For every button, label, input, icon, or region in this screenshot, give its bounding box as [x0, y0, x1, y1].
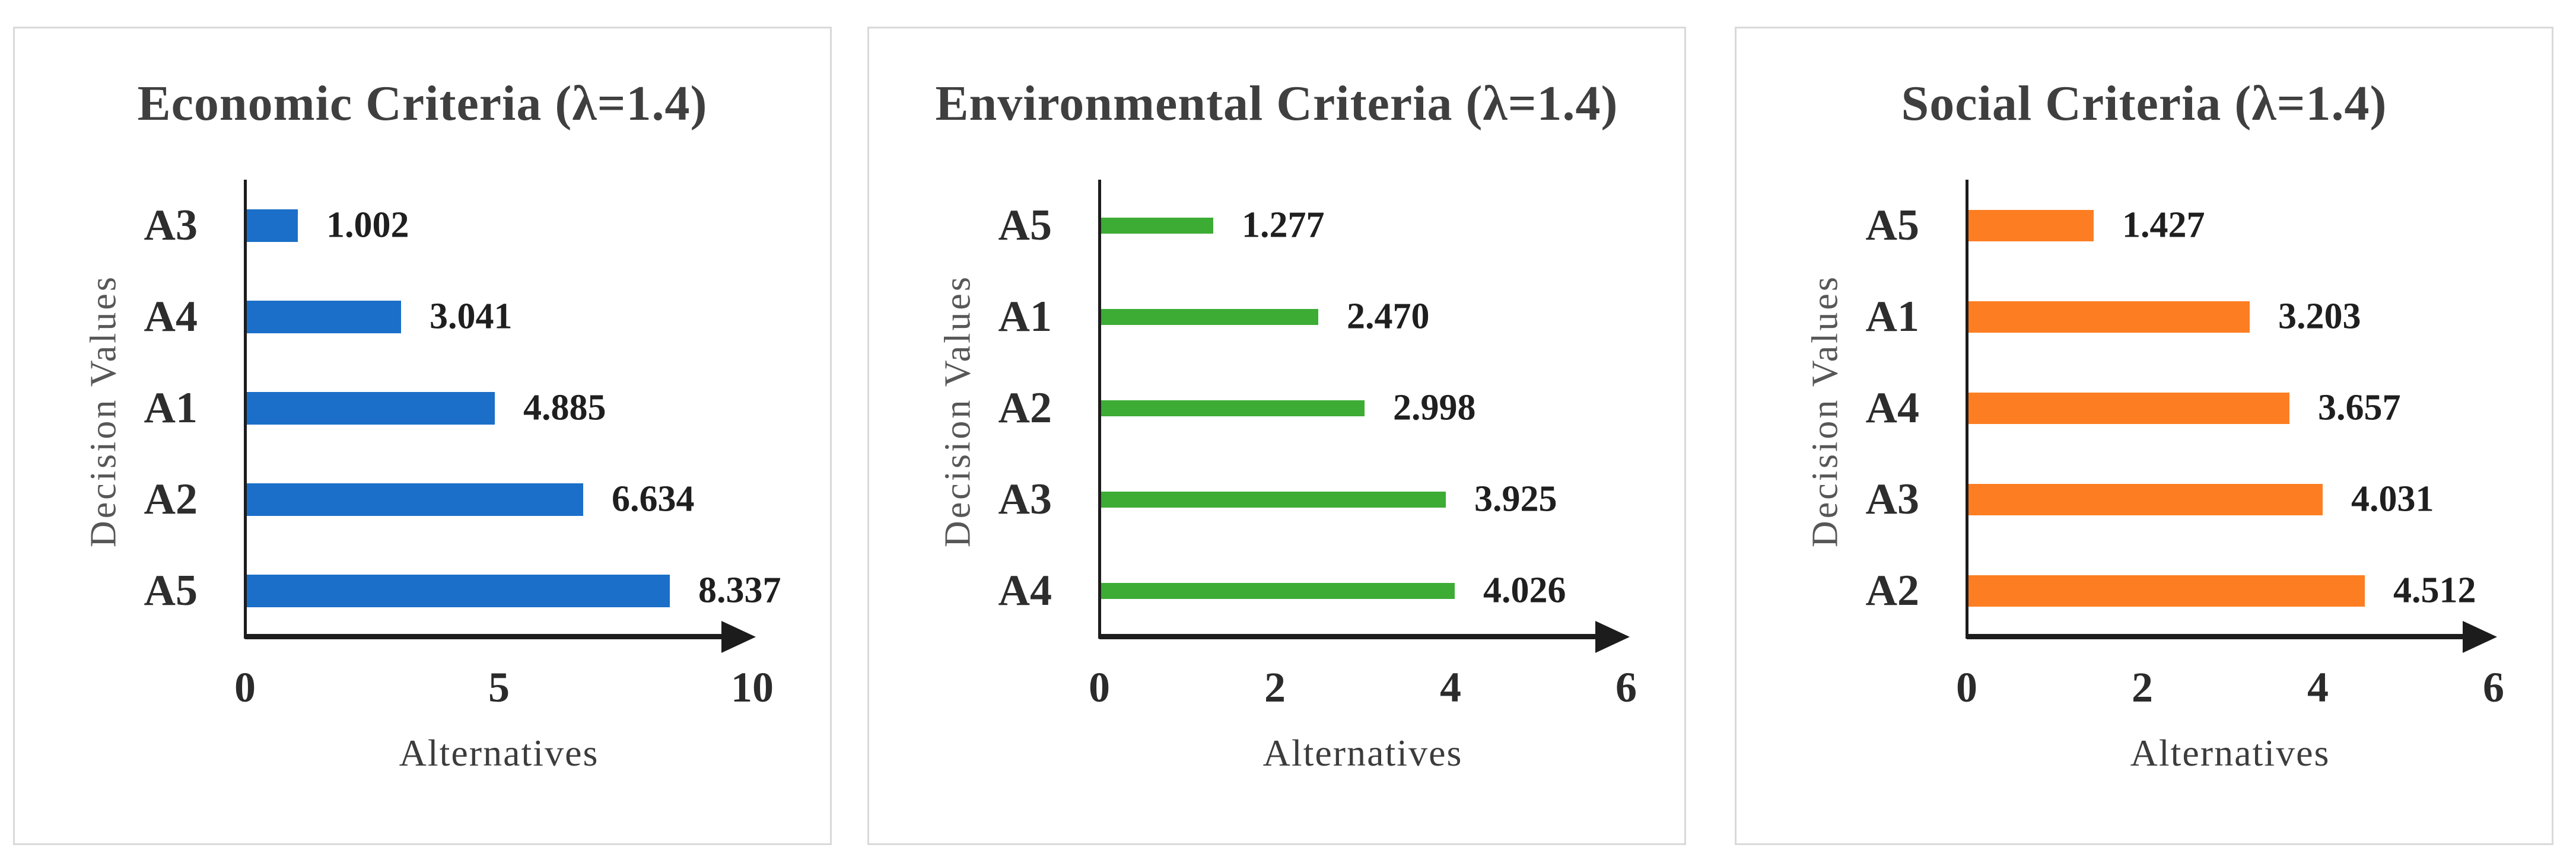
x-axis-label: Alternatives — [1262, 732, 1463, 774]
x-axis-arrowhead-icon — [721, 621, 756, 653]
x-tick-label: 2 — [1264, 664, 1286, 711]
y-axis-line — [244, 180, 247, 639]
x-axis-arrowhead-icon — [2463, 621, 2497, 653]
value-label: 4.031 — [2351, 479, 2434, 519]
value-label: 1.277 — [1242, 205, 1325, 246]
category-label: A2 — [1865, 566, 1919, 615]
chart-title: Economic Criteria (λ=1.4) — [137, 76, 708, 131]
value-label: 1.002 — [326, 205, 409, 246]
bar — [1101, 583, 1455, 599]
category-label: A4 — [998, 566, 1052, 615]
x-axis-label: Alternatives — [2130, 732, 2330, 774]
x-axis-line — [245, 634, 721, 639]
value-label: 4.885 — [523, 387, 606, 428]
y-axis-line — [1098, 180, 1101, 639]
x-tick-label: 6 — [2483, 664, 2504, 711]
category-label: A4 — [1865, 384, 1919, 432]
value-label: 3.041 — [430, 296, 513, 337]
value-label: 2.470 — [1347, 296, 1430, 337]
x-axis-label: Alternatives — [399, 732, 599, 774]
bar — [1968, 210, 2094, 241]
x-tick-label: 0 — [234, 664, 256, 711]
category-label: A2 — [998, 384, 1052, 432]
bar — [247, 301, 401, 333]
bar — [1968, 301, 2250, 333]
value-label: 1.427 — [2122, 205, 2205, 246]
chart-title: Environmental Criteria (λ=1.4) — [935, 76, 1618, 131]
chart-title: Social Criteria (λ=1.4) — [1901, 76, 2387, 131]
chart-panel-economic: Economic Criteria (λ=1.4) Decision Value… — [13, 27, 832, 845]
bar — [1101, 400, 1365, 416]
x-tick-label: 2 — [2132, 664, 2153, 711]
chart-panel-social: Social Criteria (λ=1.4) Decision Values … — [1735, 27, 2553, 845]
y-axis-line — [1966, 180, 1968, 639]
bar — [247, 392, 495, 425]
value-label: 6.634 — [612, 479, 695, 519]
value-label: 3.657 — [2318, 387, 2401, 428]
category-label: A3 — [144, 201, 198, 250]
x-tick-label: 0 — [1089, 664, 1110, 711]
x-tick-label: 6 — [1615, 664, 1637, 711]
category-label: A5 — [1865, 201, 1919, 250]
x-tick-label: 0 — [1956, 664, 1977, 711]
bar — [1968, 575, 2365, 607]
category-label: A1 — [144, 384, 198, 432]
bar — [1968, 484, 2323, 515]
bar — [247, 483, 583, 516]
category-label: A2 — [144, 475, 198, 524]
category-label: A5 — [998, 201, 1052, 250]
x-axis-line — [1099, 634, 1595, 639]
category-label: A4 — [144, 292, 198, 341]
x-axis-line — [1967, 634, 2463, 639]
category-label: A3 — [998, 475, 1052, 524]
x-tick-label: 5 — [488, 664, 510, 711]
bar — [1101, 492, 1446, 508]
bar — [1101, 218, 1213, 234]
category-label: A3 — [1865, 475, 1919, 524]
value-label: 8.337 — [698, 570, 781, 611]
category-label: A1 — [1865, 292, 1919, 341]
bar — [247, 575, 670, 607]
category-label: A5 — [144, 566, 198, 615]
value-label: 4.512 — [2393, 570, 2476, 611]
bar — [1101, 309, 1318, 325]
chart-panel-environmental: Environmental Criteria (λ=1.4) Decision … — [867, 27, 1686, 845]
value-label: 3.925 — [1474, 479, 1557, 519]
value-label: 2.998 — [1393, 387, 1476, 428]
x-tick-label: 4 — [2307, 664, 2329, 711]
value-label: 4.026 — [1483, 570, 1566, 611]
x-axis-arrowhead-icon — [1595, 621, 1630, 653]
bar — [247, 209, 298, 242]
bar — [1968, 393, 2289, 424]
x-tick-label: 4 — [1440, 664, 1461, 711]
x-tick-label: 10 — [731, 664, 774, 711]
value-label: 3.203 — [2278, 296, 2361, 337]
category-label: A1 — [998, 292, 1052, 341]
